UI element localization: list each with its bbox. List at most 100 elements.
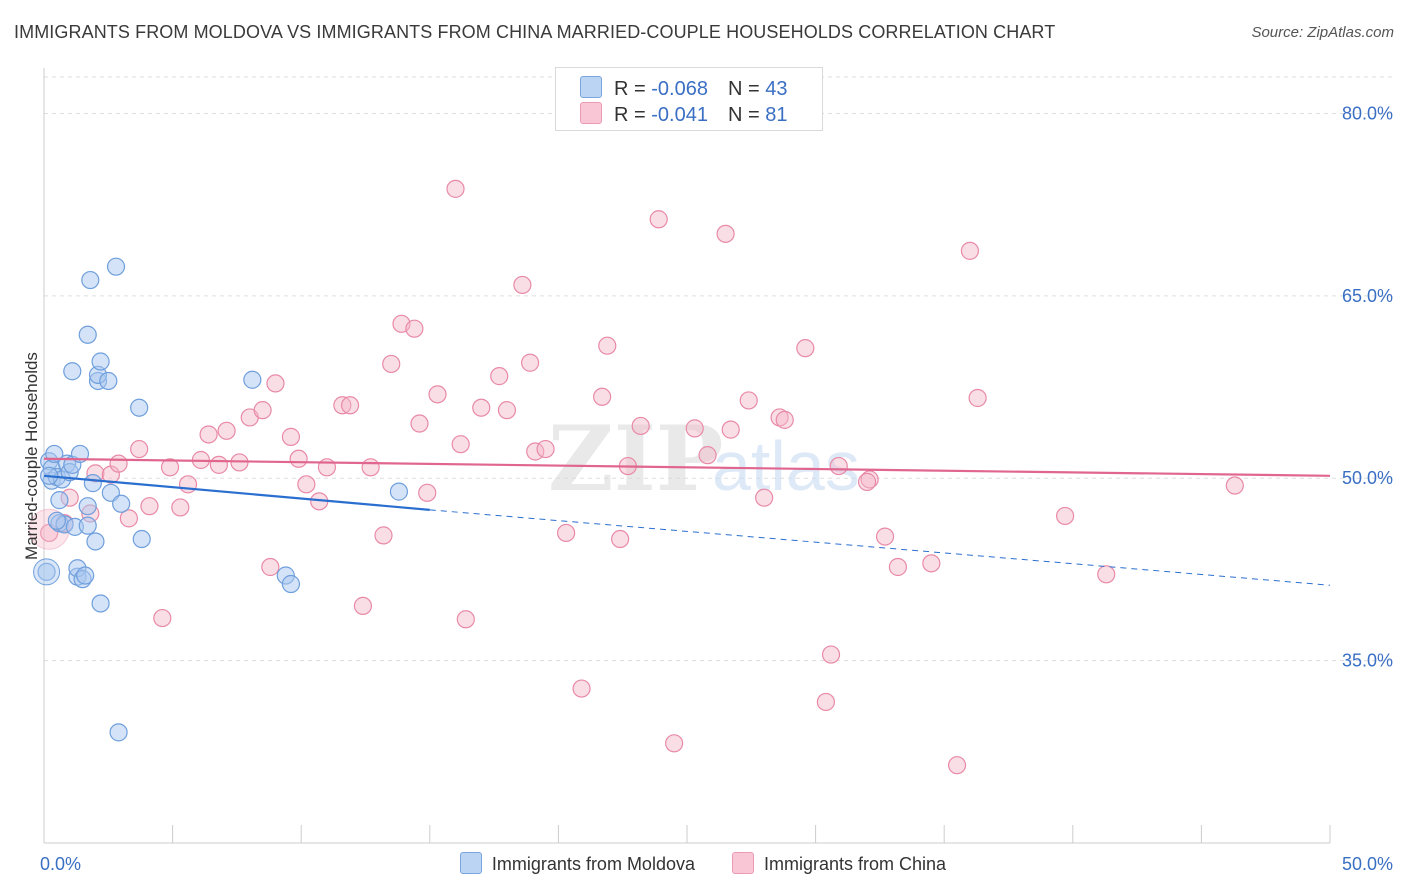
- china-point: [821, 645, 841, 664]
- china-point: [217, 421, 236, 440]
- china-point: [816, 692, 835, 712]
- china-point: [333, 396, 352, 415]
- china-point: [922, 554, 941, 573]
- moldova-point: [81, 270, 100, 290]
- moldova-n-label: N =: [727, 78, 766, 100]
- china-point: [490, 367, 509, 386]
- china-point: [109, 454, 128, 473]
- moldova-legend-label: Immigrants from Moldova: [491, 854, 695, 874]
- x-tick-label: 0.0%: [40, 854, 81, 874]
- stats-legend: R = -0.068 N = 43 R = -0.041 N = 81: [555, 67, 823, 131]
- china-point: [698, 446, 717, 465]
- china-point: [557, 523, 576, 543]
- china-point: [353, 596, 373, 616]
- china-point: [178, 475, 198, 494]
- series-legend: Immigrants from Moldova Immigrants from …: [0, 852, 1406, 875]
- china-point: [253, 401, 272, 420]
- trend-lines: [43, 457, 1331, 586]
- china-point: [1097, 565, 1116, 584]
- moldova-point: [83, 474, 102, 493]
- china-point: [1225, 476, 1244, 495]
- china-point: [968, 388, 987, 408]
- moldova-point: [91, 594, 110, 613]
- china-point: [451, 435, 470, 454]
- china-point: [130, 439, 149, 459]
- china-point: [857, 472, 877, 491]
- china-point: [739, 391, 758, 410]
- moldova-point: [37, 562, 56, 581]
- moldova-r-label: R =: [614, 78, 652, 100]
- chart-title: IMMIGRANTS FROM MOLDOVA VS IMMIGRANTS FR…: [14, 22, 1056, 42]
- china-point: [631, 416, 650, 436]
- china-r-label: R =: [614, 104, 652, 126]
- y-axis-label: Married-couple Households: [22, 352, 41, 560]
- moldova-swatch: [580, 76, 602, 98]
- china-point: [418, 483, 437, 502]
- moldova-point: [389, 482, 409, 501]
- moldova-trend-extension: [429, 509, 1331, 586]
- china-point: [199, 425, 218, 444]
- china-point: [266, 374, 285, 393]
- moldova-point: [50, 491, 69, 510]
- china-point: [119, 509, 138, 528]
- moldova-point: [47, 511, 66, 530]
- china-point: [140, 497, 159, 516]
- china-point: [1055, 506, 1075, 526]
- legend-item-china: Immigrants from China: [732, 852, 946, 875]
- china-point: [171, 498, 190, 517]
- china-point: [428, 385, 447, 404]
- china-point: [513, 275, 532, 295]
- china-point: [261, 557, 280, 577]
- china-legend-label: Immigrants from China: [764, 854, 947, 874]
- china-point: [685, 419, 704, 438]
- china-point: [361, 458, 380, 477]
- china-point: [947, 756, 967, 775]
- china-point: [405, 319, 424, 338]
- china-point: [829, 456, 848, 476]
- china-point: [611, 529, 630, 549]
- china-point: [317, 458, 337, 477]
- moldova-point: [63, 362, 82, 381]
- china-point: [382, 354, 401, 374]
- moldova-point: [78, 497, 97, 516]
- x-tick-label: 50.0%: [1342, 854, 1393, 874]
- moldova-point: [91, 352, 110, 371]
- china-point: [721, 420, 740, 439]
- y-tick-label: 65.0%: [1342, 286, 1393, 306]
- moldova-point: [78, 516, 97, 535]
- china-point: [960, 241, 980, 260]
- china-point: [472, 398, 491, 417]
- moldova-point: [130, 398, 149, 417]
- china-trend-line: [43, 457, 1331, 477]
- china-point: [665, 734, 684, 753]
- y-tick-label: 80.0%: [1342, 103, 1393, 123]
- moldova-n-value: 43: [765, 78, 788, 100]
- moldova-point: [106, 257, 126, 276]
- moldova-point: [112, 494, 131, 513]
- moldova-points: [33, 257, 409, 742]
- moldova-point: [99, 371, 118, 391]
- moldova-point: [76, 566, 95, 585]
- china-point: [593, 387, 612, 406]
- china-point: [374, 526, 393, 545]
- china-point: [340, 396, 360, 415]
- china-point: [598, 336, 617, 355]
- china-point: [281, 427, 301, 446]
- china-point: [796, 339, 815, 358]
- china-r-value: -0.041: [651, 104, 708, 126]
- moldova-point: [281, 574, 301, 594]
- moldova-trend-line: [43, 474, 430, 511]
- china-point: [775, 410, 794, 429]
- china-point: [536, 439, 555, 459]
- moldova-point: [86, 532, 105, 551]
- moldova-r-value: -0.068: [651, 78, 708, 100]
- china-point: [888, 557, 908, 577]
- china-point: [649, 210, 668, 229]
- tick-labels: 80.0% 65.0% 50.0% 35.0% 0.0% 50.0%: [40, 103, 1393, 874]
- china-point: [297, 475, 316, 494]
- china-point: [160, 458, 180, 477]
- china-point: [410, 414, 429, 433]
- china-legend-swatch: [732, 852, 754, 874]
- watermark-zip: ZIP: [548, 406, 723, 512]
